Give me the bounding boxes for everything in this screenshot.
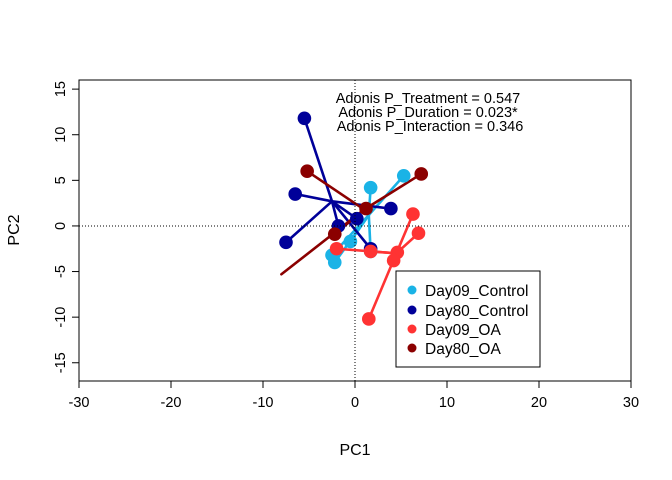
legend-marker-day80-control bbox=[407, 305, 417, 315]
data-points bbox=[279, 111, 429, 326]
data-point bbox=[329, 241, 344, 256]
y-tick-label: 10 bbox=[53, 127, 69, 143]
data-point bbox=[411, 226, 426, 241]
x-axis-label: PC1 bbox=[339, 442, 370, 459]
legend: Day09_Control Day80_Control Day09_OA Day… bbox=[395, 270, 541, 368]
legend-label-day80-control: Day80_Control bbox=[425, 303, 528, 320]
x-tick-label: 10 bbox=[439, 395, 455, 411]
axes: -30 -20 -10 0 10 20 30 -15 -10 -5 0 5 10 15 bbox=[53, 81, 639, 411]
y-tick-label: -15 bbox=[53, 352, 69, 373]
spider-line bbox=[330, 200, 372, 251]
legend-label-day09-control: Day09_Control bbox=[425, 283, 528, 300]
data-point bbox=[363, 180, 378, 195]
data-point bbox=[414, 167, 429, 181]
y-tick-label: 15 bbox=[53, 81, 69, 97]
data-point bbox=[343, 234, 358, 249]
data-point bbox=[297, 111, 312, 126]
y-tick-label: 0 bbox=[53, 222, 69, 230]
y-tick-label: 5 bbox=[53, 176, 69, 184]
data-point bbox=[288, 187, 303, 201]
y-tick-label: -10 bbox=[53, 307, 69, 328]
spider-line bbox=[303, 117, 334, 203]
data-point bbox=[386, 253, 401, 268]
data-point bbox=[406, 207, 420, 221]
annotation-treatment: Adonis P_Treatment = 0.547 bbox=[336, 91, 520, 107]
y-tick-label: -5 bbox=[53, 265, 69, 278]
x-tick-label: -30 bbox=[69, 395, 90, 411]
data-point bbox=[359, 201, 373, 216]
data-point bbox=[350, 211, 364, 226]
annotation-interaction: Adonis P_Interaction = 0.346 bbox=[337, 119, 524, 135]
legend-label-day09-oa: Day09_OA bbox=[425, 322, 501, 339]
y-axis-label: PC2 bbox=[6, 214, 23, 245]
legend-label-day80-oa: Day80_OA bbox=[425, 341, 501, 358]
x-tick-label: 20 bbox=[531, 395, 547, 411]
data-point bbox=[327, 255, 342, 270]
data-point bbox=[384, 201, 398, 216]
x-tick-label: -20 bbox=[161, 395, 182, 411]
legend-box bbox=[395, 270, 541, 368]
data-point bbox=[300, 164, 314, 179]
legend-marker-day80-oa bbox=[407, 343, 417, 353]
annotation-duration: Adonis P_Duration = 0.023* bbox=[338, 105, 518, 121]
x-tick-label: 0 bbox=[351, 395, 359, 411]
spider-line bbox=[284, 200, 334, 244]
x-tick-label: -10 bbox=[253, 395, 274, 411]
data-point bbox=[396, 168, 411, 183]
x-tick-label: 30 bbox=[623, 395, 639, 411]
legend-marker-day09-control bbox=[407, 285, 417, 295]
data-point bbox=[279, 235, 293, 250]
spider-line bbox=[362, 172, 423, 211]
data-point bbox=[327, 227, 342, 241]
data-point bbox=[363, 244, 378, 259]
legend-marker-day09-oa bbox=[407, 324, 417, 334]
reference-lines bbox=[79, 80, 631, 381]
data-point bbox=[362, 312, 376, 326]
